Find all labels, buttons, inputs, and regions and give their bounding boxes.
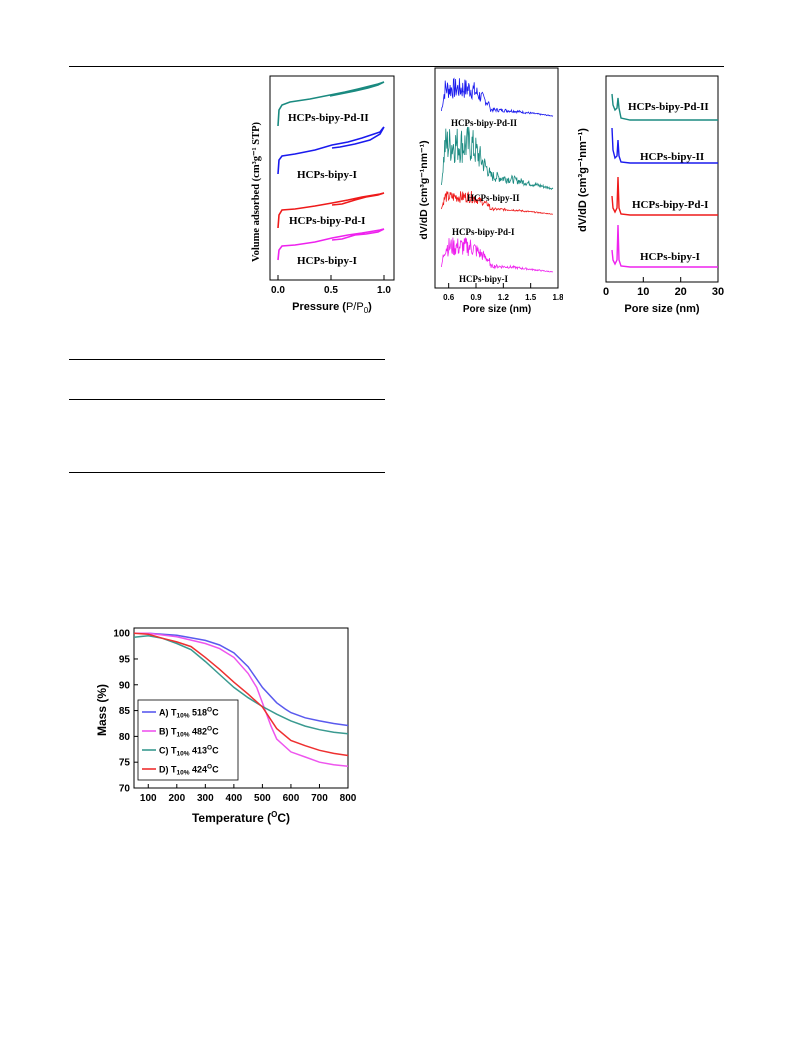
tga-xtick: 400 bbox=[226, 793, 243, 804]
table-bottom-rule bbox=[69, 472, 385, 473]
tga-xtick: 200 bbox=[168, 793, 185, 804]
tga-legend-label: A) T10% 518OC bbox=[159, 707, 219, 720]
micropore-xtick: 1.2 bbox=[498, 293, 510, 302]
isotherm-xtick: 0.5 bbox=[324, 285, 338, 296]
tga-legend-label: B) T10% 482OC bbox=[159, 726, 219, 739]
mesopore-trace-i bbox=[611, 224, 718, 268]
mesopore-xlabel: Pore size (nm) bbox=[624, 303, 700, 315]
tga-line bbox=[133, 632, 349, 757]
tga-xtick: 100 bbox=[140, 793, 157, 804]
micropore-ticks: 0.6 0.9 1.2 1.5 1.8 bbox=[443, 283, 563, 302]
micropore-xtick: 1.8 bbox=[552, 293, 563, 302]
isotherm-xtick: 0.0 bbox=[271, 285, 285, 296]
tga-ytick: 85 bbox=[119, 706, 131, 717]
micropore-label-i: HCPs-bipy-I bbox=[459, 274, 509, 284]
isotherm-xlabel: Pressure (P/P0) bbox=[292, 301, 372, 315]
micropore-panel: dV/dD (cm³g⁻¹nm⁻¹) HCPs-bipy-Pd-II HCPs-… bbox=[418, 67, 563, 315]
micropore-trace bbox=[441, 77, 554, 117]
isotherm-label-pd-ii: HCPs-bipy-Pd-II bbox=[288, 112, 369, 124]
tga-xtick: 800 bbox=[340, 793, 357, 804]
tga-ytick: 75 bbox=[119, 758, 131, 769]
tga-axes-box bbox=[133, 627, 349, 789]
tga-legend-box bbox=[137, 699, 239, 781]
tga-ytick: 80 bbox=[119, 732, 131, 743]
micropore-axes-box bbox=[434, 67, 559, 289]
tga-xticks: 100 200 300 400 500 600 700 800 bbox=[140, 784, 357, 804]
micropore-xtick: 1.5 bbox=[525, 293, 537, 302]
isotherm-curve-bipy-i bbox=[277, 228, 385, 261]
isotherm-curve-pd-ii bbox=[277, 81, 385, 127]
mesopore-ylabel: dV/dD (cm³g⁻¹nm⁻¹) bbox=[577, 128, 589, 232]
mesopore-panel: dV/dD (cm³g⁻¹nm⁻¹) HCPs-bipy-Pd-II HCPs-… bbox=[577, 75, 724, 315]
mesopore-label-pd-ii: HCPs-bipy-Pd-II bbox=[628, 101, 709, 113]
isotherm-label-bipy-i: HCPs-bipy-I bbox=[297, 255, 357, 267]
isotherm-xtick: 1.0 bbox=[377, 285, 391, 296]
mesopore-xtick: 0 bbox=[603, 286, 609, 298]
micropore-label-ii: HCPs-bipy-II bbox=[467, 193, 520, 203]
mesopore-xtick: 30 bbox=[712, 286, 724, 298]
tga-xtick: 300 bbox=[197, 793, 214, 804]
micropore-trace bbox=[441, 190, 553, 215]
mesopore-label-ii: HCPs-bipy-II bbox=[640, 151, 704, 163]
tga-xtick: 700 bbox=[311, 793, 328, 804]
mesopore-axes-box bbox=[605, 75, 719, 283]
isotherm-axes-box bbox=[269, 75, 395, 281]
tga-yticks: 70 75 80 85 90 95 100 bbox=[113, 629, 138, 795]
table-header-rule bbox=[69, 399, 385, 400]
micropore-trace bbox=[441, 126, 554, 191]
isotherm-ylabel: Volume adsorbed (cm³g⁻¹ STP) bbox=[251, 121, 262, 262]
micropore-xlabel: Pore size (nm) bbox=[463, 304, 531, 315]
micropore-trace bbox=[441, 237, 554, 273]
mesopore-xtick: 20 bbox=[675, 286, 687, 298]
mesopore-trace-ii bbox=[611, 127, 718, 164]
isotherm-label-pd-i: HCPs-bipy-Pd-I bbox=[289, 215, 365, 227]
tga-lines bbox=[133, 632, 349, 768]
micropore-ylabel: dV/dD (cm³g⁻¹nm⁻¹) bbox=[418, 140, 430, 239]
tga-xtick: 500 bbox=[254, 793, 271, 804]
isotherm-label-bipy-i-upper: HCPs-bipy-I bbox=[297, 169, 357, 181]
isotherm-panel: Volume adsorbed (cm³g⁻¹ STP) HCPs-bipy-P… bbox=[251, 75, 395, 315]
mesopore-trace-pd-i bbox=[611, 176, 718, 216]
tga-line bbox=[133, 634, 349, 735]
tga-ytick: 90 bbox=[119, 680, 131, 691]
micropore-label-pd-ii: HCPs-bipy-Pd-II bbox=[451, 118, 518, 128]
tga-line bbox=[134, 632, 349, 727]
header-rule bbox=[69, 66, 724, 67]
tga-legend-label: C) T10% 413OC bbox=[159, 745, 219, 758]
table-top-rule bbox=[69, 359, 385, 360]
mesopore-xtick: 10 bbox=[637, 286, 649, 298]
micropore-xtick: 0.6 bbox=[443, 293, 455, 302]
tga-xlabel: Temperature (OC) bbox=[192, 810, 290, 825]
mesopore-label-i: HCPs-bipy-I bbox=[640, 251, 700, 263]
tga-ytick: 100 bbox=[113, 629, 130, 640]
micropore-xtick: 0.9 bbox=[470, 293, 482, 302]
mesopore-trace-pd-ii bbox=[611, 93, 718, 121]
tga-legend: A) T10% 518OC B) T10% 482OC C) T10% 413OC D… bbox=[142, 707, 219, 777]
tga-ylabel: Mass (%) bbox=[95, 684, 109, 736]
isotherm-curve-bipy-i-upper bbox=[277, 126, 385, 175]
tga-chart: Mass (%) 70 75 80 85 90 95 100 100 200 300 400 500… bbox=[95, 627, 357, 825]
tga-ytick: 70 bbox=[119, 784, 131, 795]
mesopore-label-pd-i: HCPs-bipy-Pd-I bbox=[632, 199, 708, 211]
tga-ytick: 95 bbox=[119, 654, 131, 665]
micropore-label-pd-i: HCPs-bipy-Pd-I bbox=[452, 227, 515, 237]
micropore-traces bbox=[441, 77, 554, 273]
tga-xtick: 600 bbox=[283, 793, 300, 804]
tga-line bbox=[134, 632, 349, 768]
tga-legend-label: D) T10% 424OC bbox=[159, 764, 219, 777]
isotherm-curve-pd-i bbox=[277, 192, 385, 229]
